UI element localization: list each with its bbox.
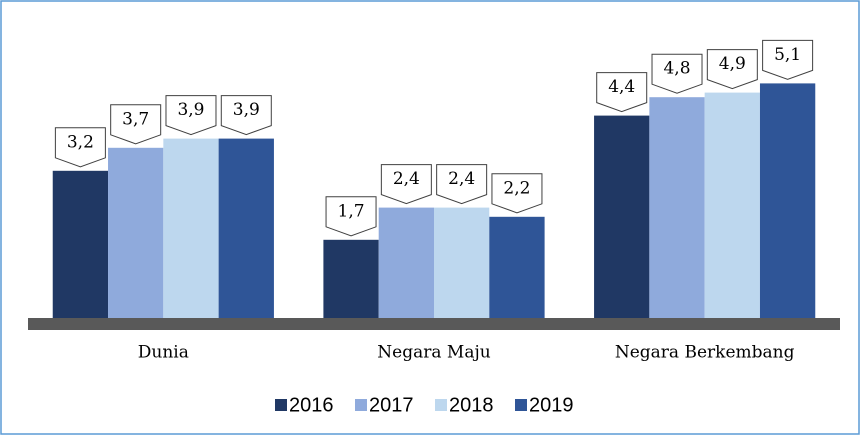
- legend-label: 2019: [529, 394, 574, 416]
- label-callout: [165, 95, 217, 136]
- label-callout: [220, 95, 272, 136]
- label-callout: [706, 49, 758, 90]
- x-tick-label: Dunia: [138, 343, 189, 363]
- label-callout: [380, 164, 432, 205]
- label-callout: [325, 196, 377, 237]
- bar: [323, 239, 379, 318]
- legend-label: 2016: [289, 394, 334, 416]
- legend-swatch: [515, 399, 527, 411]
- data-label: 2,4: [448, 169, 475, 189]
- legend-swatch: [355, 399, 367, 411]
- data-label: 4,8: [663, 59, 690, 79]
- bar: [434, 207, 490, 318]
- data-label: 3,9: [177, 100, 204, 120]
- label-callout: [762, 39, 814, 80]
- bar: [704, 92, 760, 318]
- label-callout: [596, 72, 648, 113]
- data-label: 1,7: [338, 201, 365, 221]
- x-axis: [28, 318, 840, 330]
- bar: [594, 115, 650, 318]
- bar: [378, 207, 434, 318]
- label-callout: [54, 127, 106, 168]
- bar: [218, 138, 274, 318]
- bar: [163, 138, 219, 318]
- bar: [759, 83, 816, 319]
- bar: [52, 170, 109, 318]
- data-label: 5,1: [774, 45, 801, 65]
- bar: [108, 147, 164, 318]
- data-label: 3,7: [122, 109, 149, 129]
- legend-label: 2018: [449, 394, 494, 416]
- data-label: 4,4: [608, 77, 635, 97]
- bar: [489, 216, 545, 318]
- label-callout: [436, 164, 488, 205]
- legend-swatch: [275, 399, 287, 411]
- legend-label: 2017: [369, 394, 414, 416]
- x-tick-label: Negara Maju: [377, 343, 490, 363]
- data-label: 4,9: [719, 54, 746, 74]
- data-label: 3,2: [67, 132, 94, 152]
- label-callout: [110, 104, 162, 145]
- data-label: 2,4: [393, 169, 420, 189]
- bar: [649, 97, 705, 318]
- data-label: 2,2: [503, 178, 530, 198]
- legend-swatch: [435, 399, 447, 411]
- label-callout: [651, 53, 703, 94]
- x-tick-label: Negara Berkembang: [615, 343, 795, 363]
- label-callout: [491, 173, 543, 214]
- data-label: 3,9: [233, 100, 260, 120]
